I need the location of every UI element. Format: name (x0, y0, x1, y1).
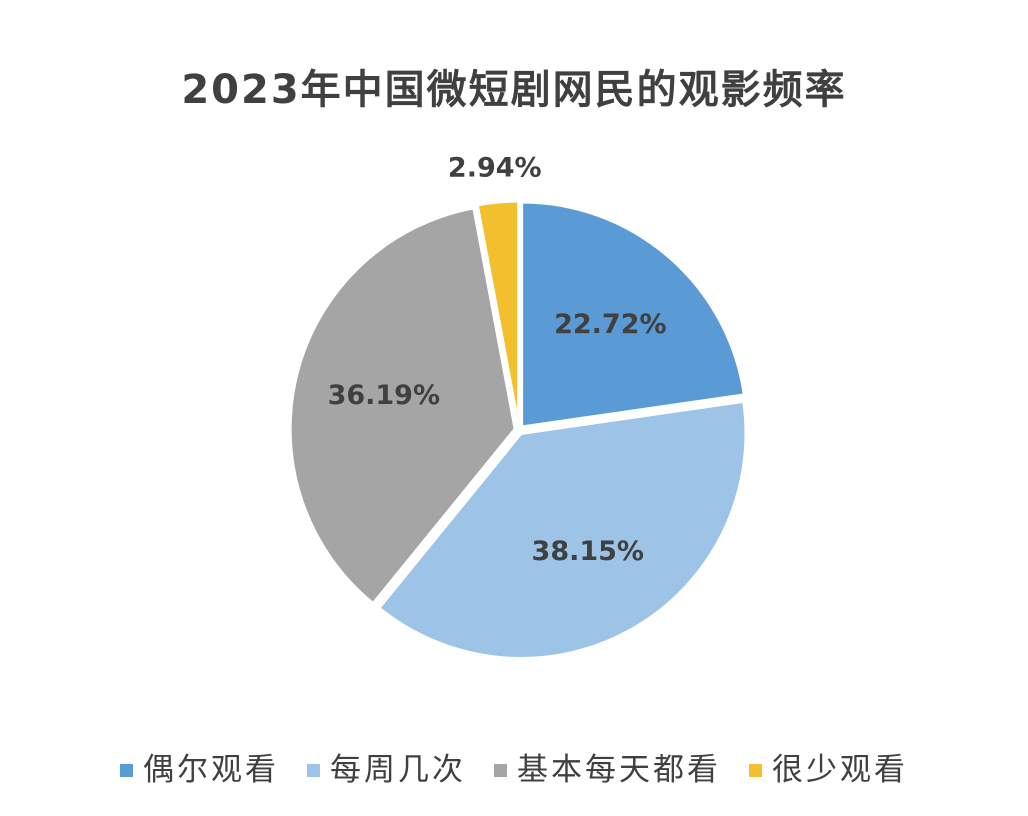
legend-item-1: 偶尔观看 (120, 748, 279, 792)
legend-swatch-2 (307, 763, 320, 777)
pie-slice-3 (288, 206, 517, 606)
data-label-2: 38.15% (532, 536, 644, 567)
legend-label-2: 每周几次 (330, 752, 466, 788)
legend-swatch-3 (494, 763, 507, 777)
legend-swatch-1 (120, 763, 133, 777)
pie-slice-1 (520, 200, 747, 429)
data-label-4: 2.94% (448, 153, 542, 184)
legend-swatch-4 (749, 763, 762, 777)
data-label-1: 22.72% (554, 309, 666, 340)
legend-item-2: 每周几次 (307, 748, 466, 792)
chart-title: 2023年中国微短剧网民的观影频率 (181, 67, 847, 113)
pie-slice-2 (376, 399, 748, 660)
pie-slice-4 (475, 199, 521, 427)
legend-item-4: 很少观看 (749, 748, 908, 792)
legend-label-1: 偶尔观看 (143, 752, 279, 788)
pie-data-labels: 22.72% 38.15% 36.19% 2.94% (328, 153, 667, 567)
legend-label-3: 基本每天都看 (517, 752, 721, 788)
pie-slices (288, 199, 748, 660)
legend-item-3: 基本每天都看 (494, 748, 721, 792)
chart-legend: 偶尔观看 每周几次 基本每天都看 很少观看 (0, 748, 1028, 792)
legend-label-4: 很少观看 (772, 752, 908, 788)
data-label-3: 36.19% (328, 380, 440, 411)
